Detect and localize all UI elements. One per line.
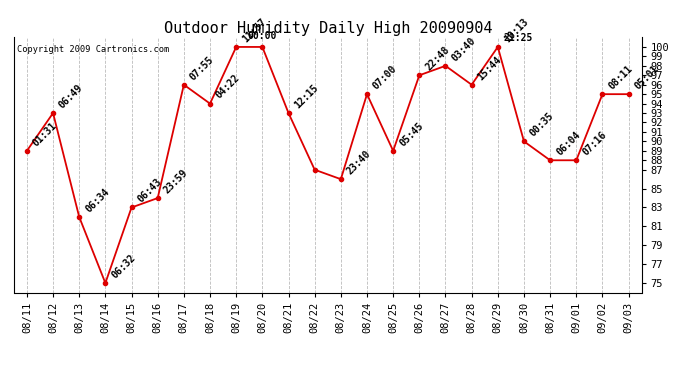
Text: 04:22: 04:22 <box>214 73 242 101</box>
Text: 03:40: 03:40 <box>450 35 477 63</box>
Text: 23:59: 23:59 <box>162 167 190 195</box>
Text: 06:49: 06:49 <box>57 82 85 110</box>
Text: 08:11: 08:11 <box>607 63 635 92</box>
Text: 22:48: 22:48 <box>424 45 451 72</box>
Text: Copyright 2009 Cartronics.com: Copyright 2009 Cartronics.com <box>17 45 169 54</box>
Text: 11:57: 11:57 <box>240 16 268 44</box>
Text: 21:25: 21:25 <box>504 33 533 43</box>
Text: 07:16: 07:16 <box>580 130 609 158</box>
Text: 06:34: 06:34 <box>83 186 111 214</box>
Text: 00:00: 00:00 <box>248 32 277 41</box>
Text: 00:35: 00:35 <box>528 111 556 139</box>
Text: 01:31: 01:31 <box>31 120 59 148</box>
Text: 07:00: 07:00 <box>371 63 399 92</box>
Text: 06:04: 06:04 <box>554 130 582 158</box>
Text: 23:40: 23:40 <box>345 148 373 176</box>
Text: 05:45: 05:45 <box>397 120 425 148</box>
Text: 12:15: 12:15 <box>293 82 321 110</box>
Title: Outdoor Humidity Daily High 20090904: Outdoor Humidity Daily High 20090904 <box>164 21 492 36</box>
Text: 05:01: 05:01 <box>633 63 660 92</box>
Text: 06:32: 06:32 <box>110 252 137 280</box>
Text: 07:55: 07:55 <box>188 54 216 82</box>
Text: 10:13: 10:13 <box>502 16 530 44</box>
Text: 06:43: 06:43 <box>136 177 164 205</box>
Text: 15:44: 15:44 <box>476 54 504 82</box>
